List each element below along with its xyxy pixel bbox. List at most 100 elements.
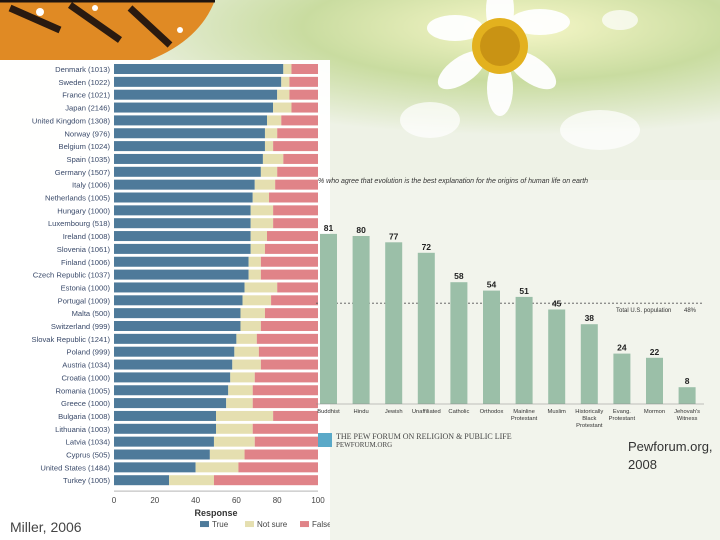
bar-true [114,128,265,139]
bar-true [114,462,196,473]
bar-not-sure [228,385,253,396]
bar-false [273,410,318,421]
bar-false [283,153,318,164]
bar-false [252,398,318,409]
bar-not-sure [169,475,214,486]
bar-not-sure [250,231,267,242]
bar-false [289,89,318,100]
bar-false [281,115,318,126]
bar-false [260,321,318,331]
bar-not-sure [216,410,274,421]
bar-value-label: 8 [685,376,690,386]
bar-false [277,282,318,293]
category-label: Orthodox [480,409,504,415]
bar-false [277,128,318,139]
category-label: Luxembourg (518) [48,219,111,228]
chart-legend: True Not sure False [200,520,330,529]
bar-false [269,192,318,203]
bar-false [260,269,318,280]
bar-true [114,333,237,344]
religion-bar [385,242,403,404]
category-label: Muslim [548,409,567,415]
bar-value-label: 81 [324,223,334,233]
bar-true [114,436,214,447]
bar-false [254,372,318,383]
bar-false [238,462,318,473]
bar-false [252,423,318,434]
bar-true [114,153,263,164]
bar-value-label: 22 [650,347,660,357]
bar-not-sure [281,76,290,87]
legend-swatch [300,521,309,528]
bar-false [291,64,318,74]
bar-value-label: 58 [454,271,464,281]
religion-bar [613,353,631,404]
category-label: United States (1484) [40,463,110,472]
category-label: Hungary (1000) [57,206,110,215]
category-label: Italy (1006) [72,181,110,190]
religion-bar [352,236,370,404]
category-label: Greece (1000) [61,399,110,408]
bar-true [114,423,216,434]
bar-true [114,115,267,126]
bar-true [114,308,241,319]
bar-false [264,243,318,254]
category-label: Austria (1034) [62,361,110,370]
bar-false [273,205,318,216]
religion-bar [678,387,696,404]
category-label: Jehovah's Witness [674,409,700,422]
bar-not-sure [267,115,282,126]
bar-true [114,218,251,229]
category-label: Poland (999) [67,348,111,357]
bar-value-label: 72 [422,242,432,252]
category-label: Evang. Protestant [609,409,636,422]
bar-true [114,192,253,203]
pew-logo-text: THE PEW FORUM ON RELIGION & PUBLIC LIFE [336,432,512,441]
bar-not-sure [209,449,245,460]
x-tick-label: 80 [273,496,282,505]
bar-not-sure [250,205,274,216]
bar-not-sure [260,166,278,177]
bar-false [264,308,318,319]
x-tick-label: 60 [232,496,241,505]
legend-label: Not sure [257,520,288,529]
category-label: Portugal (1009) [58,296,111,305]
bar-not-sure [226,398,253,409]
bar-not-sure [232,359,261,370]
bar-not-sure [234,346,259,357]
evolution-by-religion-chart: % who agree that evolution is the best e… [316,178,704,429]
bar-true [114,179,255,190]
bar-true [114,372,231,383]
bar-true [114,243,251,254]
category-label: Estonia (1000) [61,283,111,292]
daisy-flower-icon [427,0,570,116]
bar-true [114,64,284,74]
bar-true [114,449,210,460]
bar-false [258,346,318,357]
bar-true [114,282,245,293]
category-label: Croatia (1000) [61,373,110,382]
bar-value-label: 38 [585,313,595,323]
religion-bar [417,252,435,404]
bar-false [260,256,318,267]
butterfly-wing-icon [0,0,215,60]
bar-false [254,436,318,447]
bar-false [213,475,318,486]
category-label: Germany (1507) [55,168,111,177]
bar-false [273,218,318,229]
bar-not-sure [250,243,265,254]
bar-not-sure [264,128,278,139]
bar-false [244,449,318,460]
category-label: United Kingdom (1308) [32,116,111,125]
bar-not-sure [262,153,284,164]
bar-true [114,346,235,357]
legend-swatch [245,521,254,528]
religion-bar [320,233,337,404]
category-label: France (1021) [62,91,110,100]
category-label: Bulgaria (1008) [58,412,110,421]
category-label: Hindu [354,409,369,415]
bar-true [114,205,251,216]
category-label: Catholic [448,409,469,415]
bar-not-sure [254,179,276,190]
religion-bar [580,324,598,404]
